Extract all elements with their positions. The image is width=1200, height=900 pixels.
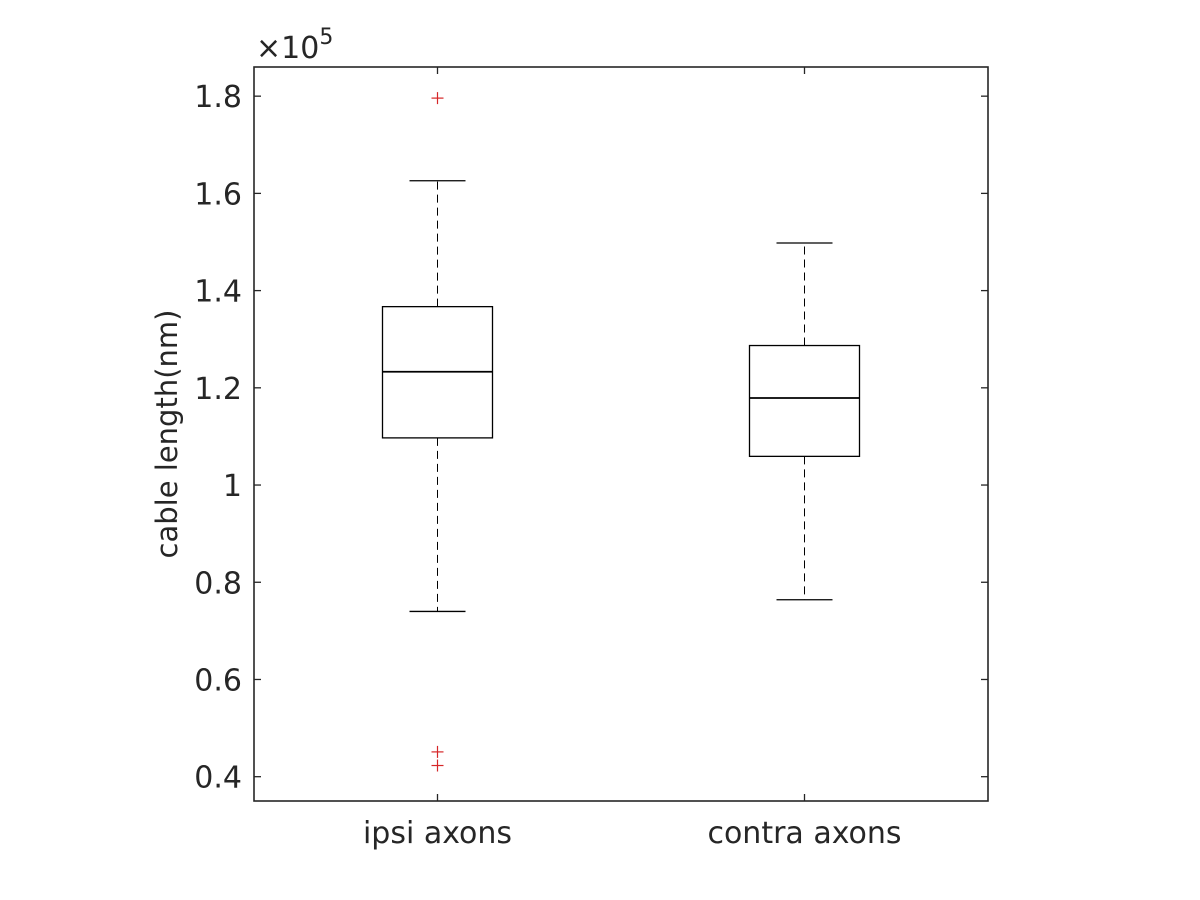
outlier-point (431, 745, 444, 758)
axes: 0.4 0.6 0.8 1 1.2 1.4 1.6 1.8 ipsi axons contra a… (194, 66, 989, 851)
plot-background (254, 67, 988, 801)
y-tick-label: 0.6 (194, 663, 242, 698)
outlier-point (431, 759, 444, 772)
y-tick-label: 0.8 (194, 566, 242, 601)
y-tick-label: 1.8 (194, 80, 242, 115)
y-multiplier-prefix: ×10 (256, 31, 319, 66)
y-multiplier-exponent: 5 (319, 25, 333, 50)
x-tick-label: ipsi axons (363, 816, 512, 851)
y-tick-label: 1 (223, 469, 242, 504)
y-tick-label: 1.6 (194, 177, 242, 212)
y-tick-label: 0.4 (194, 761, 242, 796)
box-iqr (748, 344, 861, 458)
plot-frame (253, 66, 989, 802)
x-tick-label: contra axons (707, 816, 901, 851)
y-multiplier-label: ×105 (256, 25, 333, 66)
box-marks (381, 92, 861, 772)
y-tick-label: 1.4 (194, 275, 242, 310)
y-tick-label: 1.2 (194, 372, 242, 407)
y-axis-label: cable length(nm) (150, 310, 184, 559)
outlier-point (431, 92, 444, 105)
